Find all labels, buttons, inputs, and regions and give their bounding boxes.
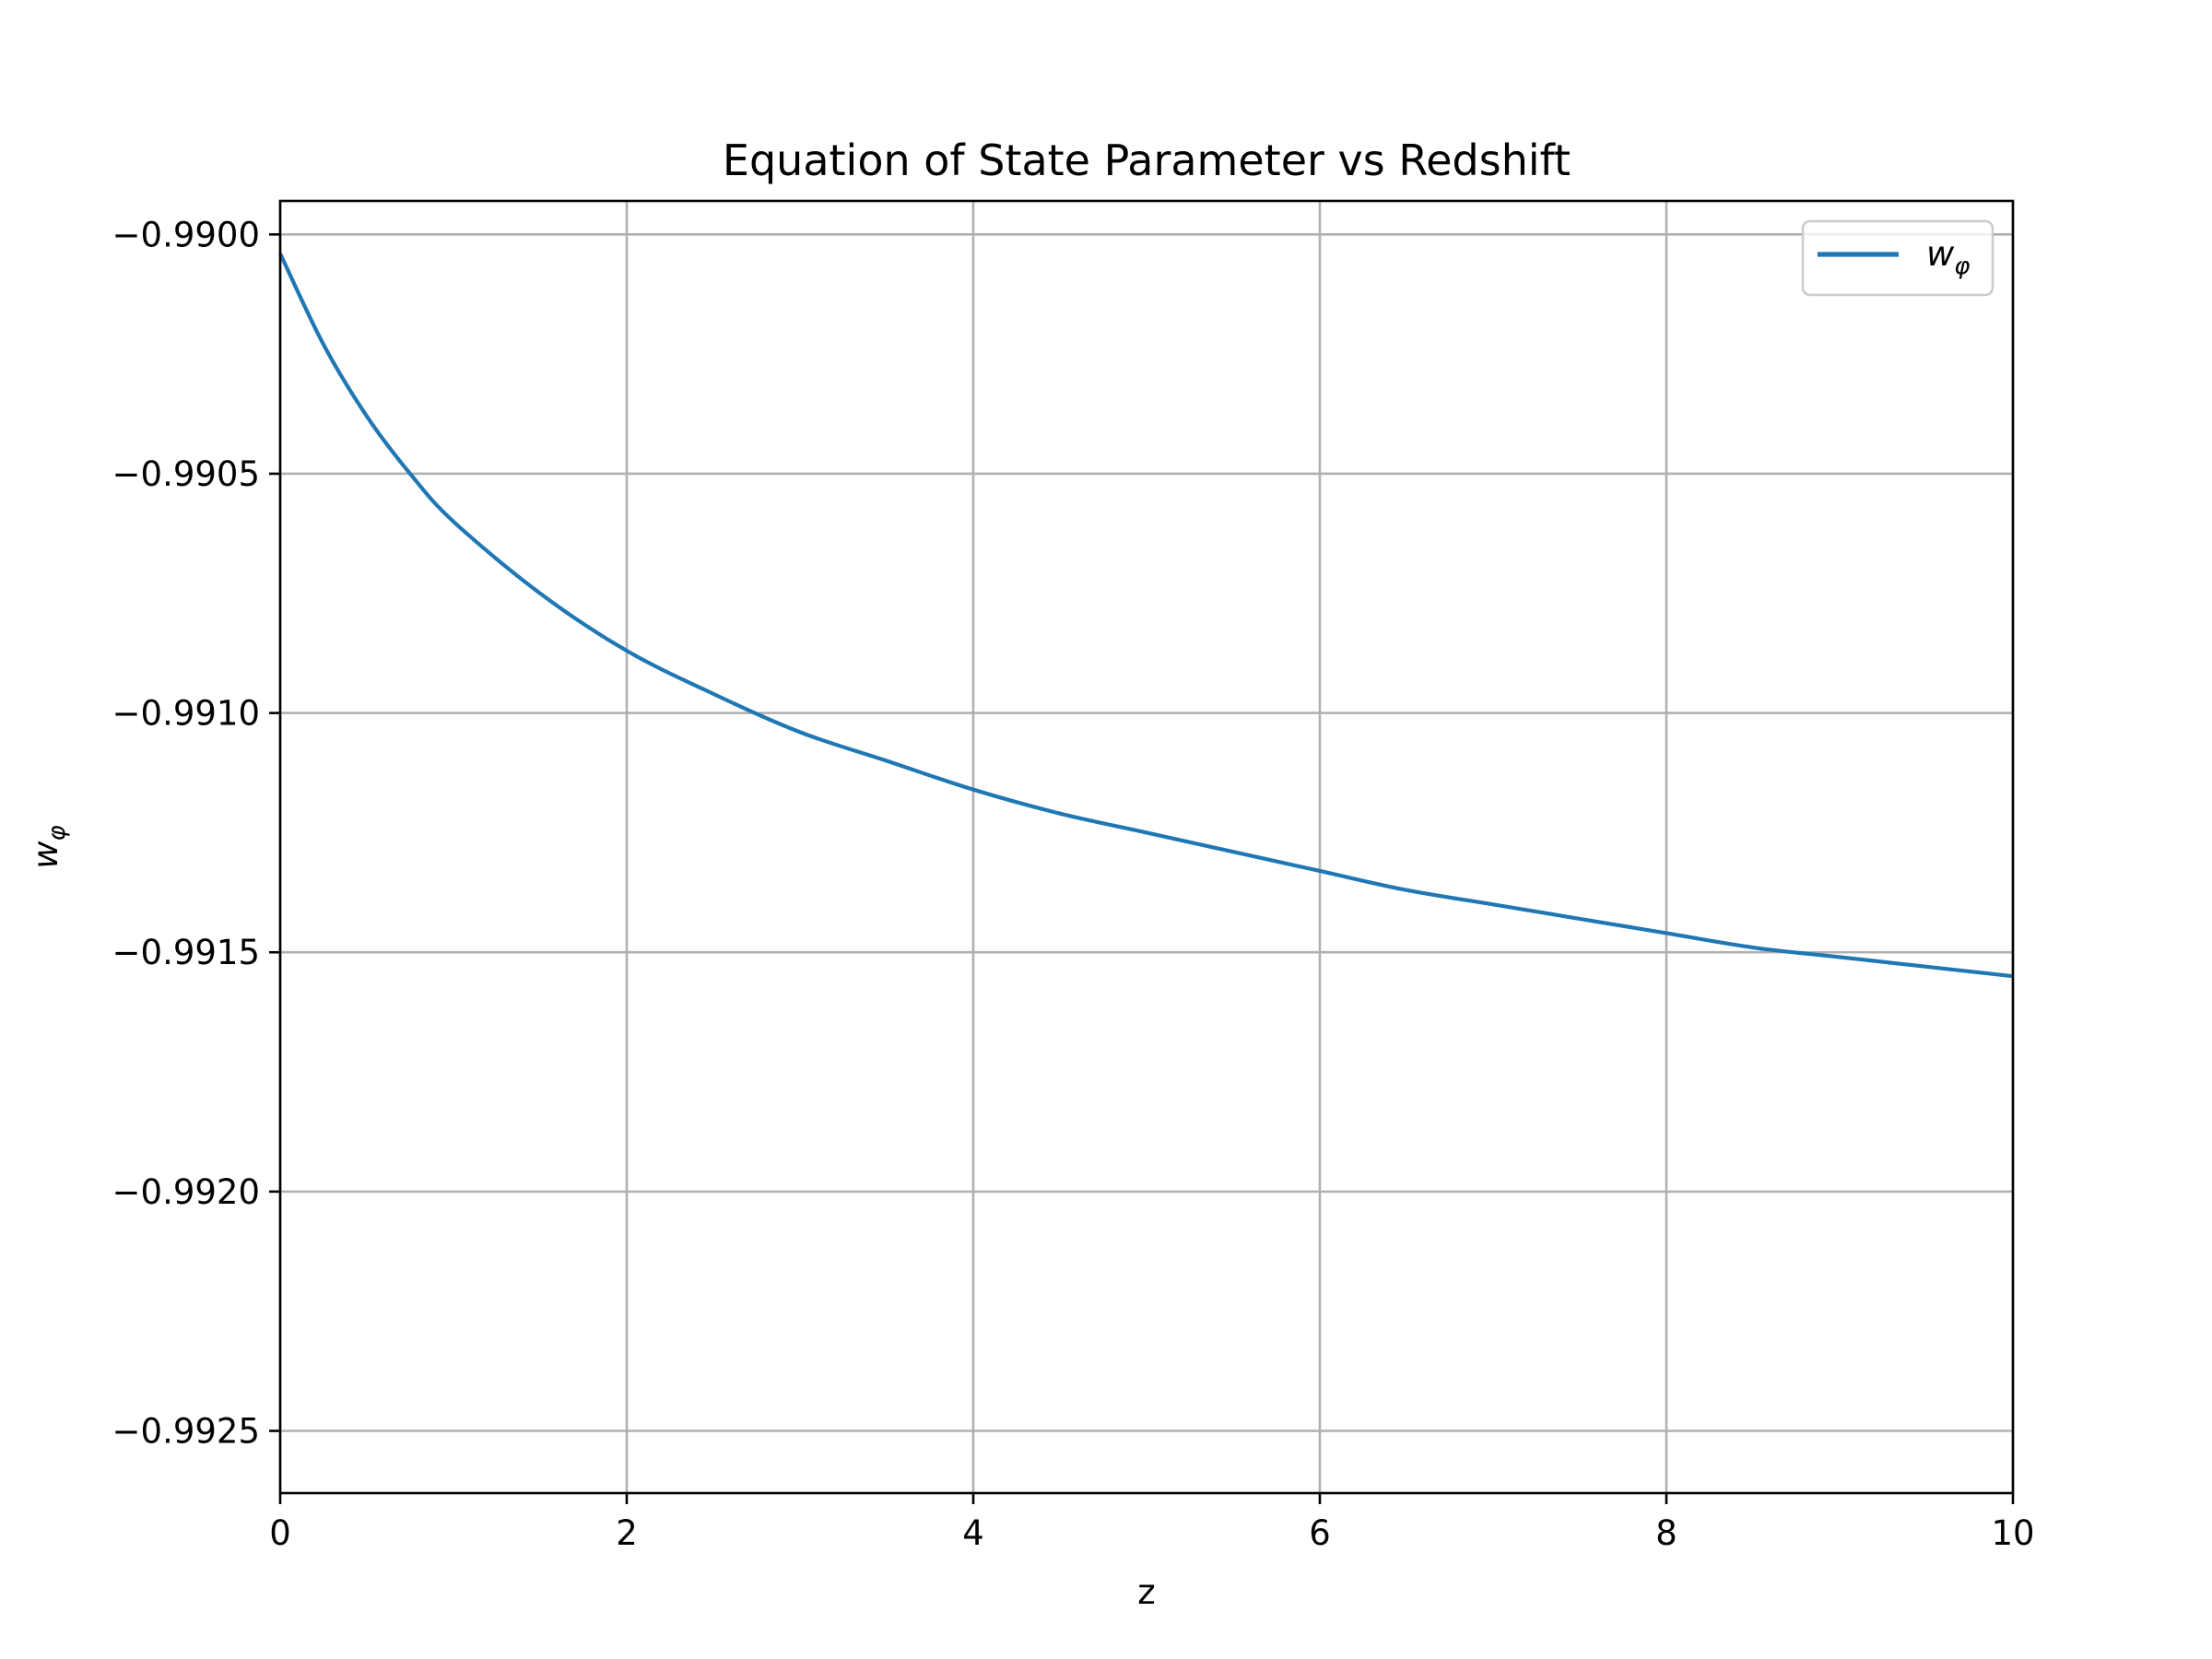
legend: wφ [1801,219,1994,297]
x-tick-label: 4 [962,1513,984,1553]
y-tick-label: −0.9920 [112,1172,260,1212]
y-tick-label: −0.9910 [112,694,260,734]
legend-label-main: w [1926,234,1955,274]
x-tick-label: 8 [1655,1513,1677,1553]
series-lines [278,253,2014,979]
y-axis-label-subscript: φ [43,825,71,841]
chart-title: Equation of State Parameter vs Redshift [723,135,1571,185]
y-tick-label: −0.9900 [112,215,260,254]
y-axis-label: wφ [26,825,71,868]
y-tick-label: −0.9915 [112,933,260,972]
axes-frame [278,199,2015,1495]
svg-text:wφ: wφ [26,825,71,868]
grid-lines [278,201,2015,1493]
axis-ticks: 0 2 4 6 8 10 −0.9900 −0.9905 −0.9910 −0.9915 −0.99… [112,215,2035,1553]
x-tick-label: 10 [1991,1513,2034,1553]
y-tick-label: −0.9905 [112,454,260,494]
series-line-w-phi [278,253,2014,979]
legend-box [1801,219,1994,297]
y-tick-label: −0.9925 [112,1411,260,1451]
legend-label-subscript: φ [1954,253,1970,280]
x-tick-label: 2 [616,1513,638,1553]
x-tick-label: 0 [269,1513,291,1553]
x-axis-label: z [1137,1572,1155,1612]
y-axis-label-main: w [26,841,65,869]
x-tick-label: 6 [1309,1513,1331,1553]
legend-label: wφ [1926,234,1970,280]
